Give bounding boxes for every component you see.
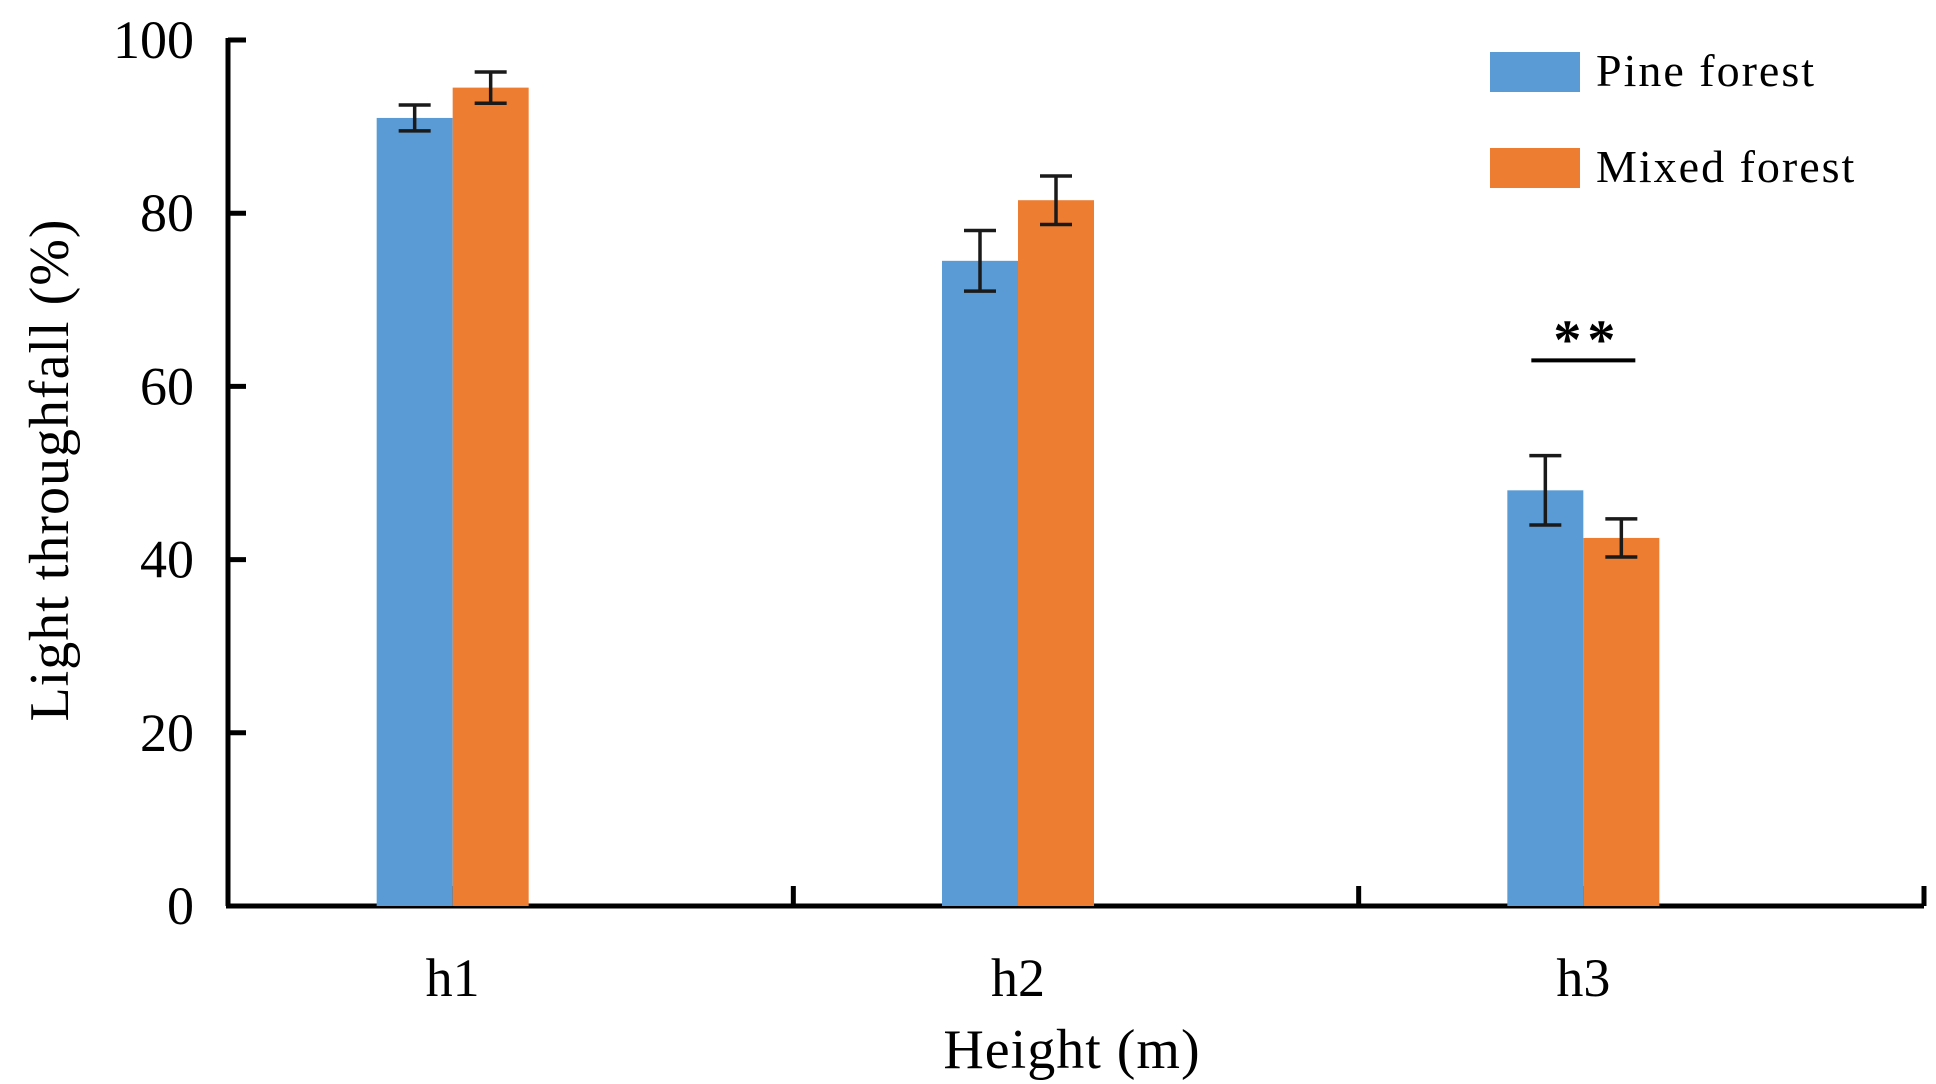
legend-swatch-pine-forest <box>1490 52 1580 92</box>
legend: Pine forest Mixed forest <box>1490 45 1856 192</box>
y-tick-label: 0 <box>167 876 194 936</box>
bar-pine-forest-h1 <box>376 117 453 906</box>
y-tick-label: 20 <box>140 703 194 763</box>
bar-mixed-forest-h3 <box>1583 537 1660 906</box>
x-tick-label-h1: h1 <box>426 948 480 1008</box>
annotations: ** <box>1531 309 1636 371</box>
bar-pine-forest-h2 <box>942 260 1018 907</box>
bars <box>376 87 1660 907</box>
bar-pine-forest-h3 <box>1507 490 1584 906</box>
y-tick-label: 100 <box>113 10 194 70</box>
x-axis-title: Height (m) <box>943 1019 1200 1081</box>
y-tick-label: 60 <box>140 356 194 416</box>
y-tick-label: 40 <box>140 530 194 590</box>
significance-marker: ** <box>1553 309 1621 371</box>
legend-label-mixed-forest: Mixed forest <box>1596 141 1856 192</box>
x-tick-label-h2: h2 <box>991 948 1045 1008</box>
y-axis: 0 20 40 60 80 100 <box>113 10 246 936</box>
error-bars <box>398 70 1638 559</box>
legend-swatch-mixed-forest <box>1490 148 1580 188</box>
y-axis-title: Light throughfall (%) <box>19 218 81 721</box>
bar-mixed-forest-h2 <box>1018 200 1094 906</box>
bar-mixed-forest-h1 <box>452 87 529 906</box>
legend-label-pine-forest: Pine forest <box>1596 45 1816 96</box>
x-tick-label-h3: h3 <box>1556 948 1610 1008</box>
y-tick-label: 80 <box>140 183 194 243</box>
